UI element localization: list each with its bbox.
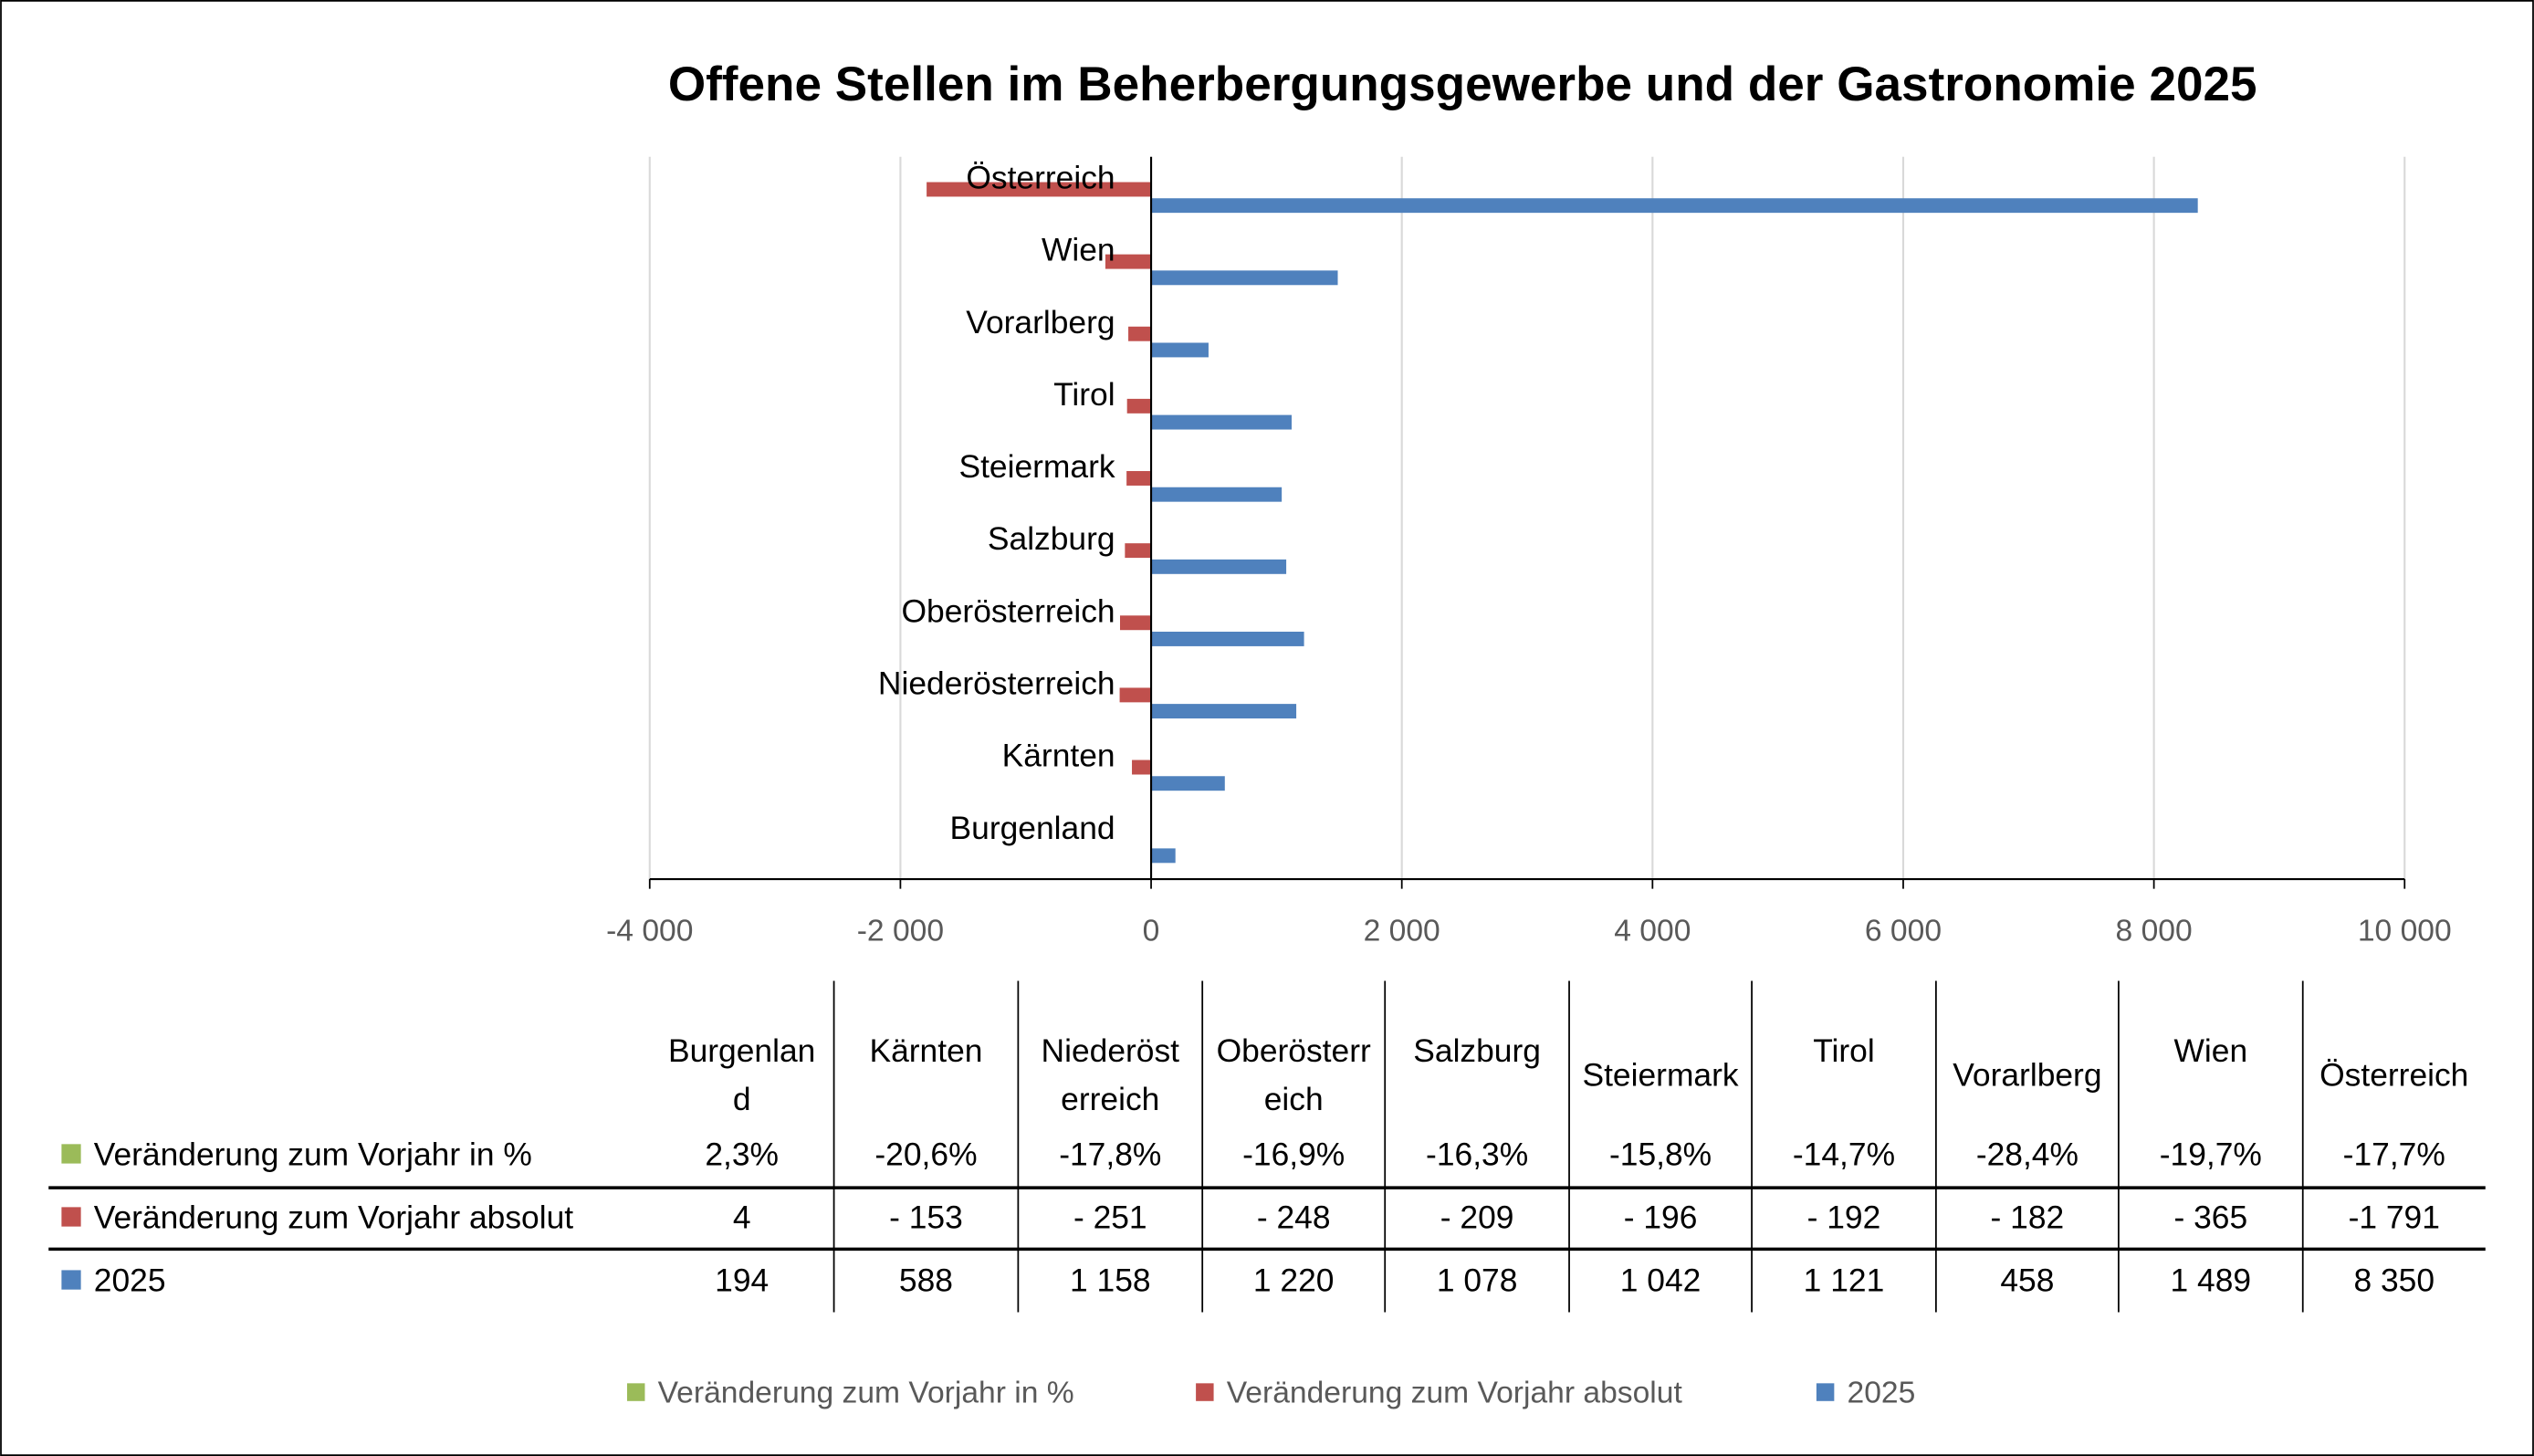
table-cell: -28,4% xyxy=(1976,1136,2079,1172)
category-label: Wien xyxy=(1042,232,1115,268)
x-tick-label: -2 000 xyxy=(857,914,944,948)
bar-2025 xyxy=(1151,270,1338,286)
x-tick-label: 8 000 xyxy=(2116,914,2193,948)
table-cell: -14,7% xyxy=(1793,1136,1895,1172)
table-cell: -17,8% xyxy=(1059,1136,1161,1172)
table-header: d xyxy=(733,1081,751,1117)
bar-2025 xyxy=(1151,198,2198,214)
bar-2025 xyxy=(1151,559,1287,574)
bar-absolute-change xyxy=(1132,759,1152,775)
table-cell: - 192 xyxy=(1807,1199,1881,1235)
legend-label: 2025 xyxy=(1848,1377,1916,1410)
bar-2025 xyxy=(1151,776,1225,791)
table-header: Burgenlan xyxy=(668,1032,815,1069)
category-label: Salzburg xyxy=(988,520,1115,557)
table-header: Steiermark xyxy=(1583,1057,1739,1094)
chart-title: Offene Stellen im Beherbergungsgewerbe u… xyxy=(668,58,2257,111)
table-legend-key xyxy=(61,1144,81,1164)
table-cell: 2,3% xyxy=(705,1136,779,1172)
bar-2025 xyxy=(1151,631,1304,646)
table-cell: 1 121 xyxy=(1804,1262,1885,1298)
table-cell: - 153 xyxy=(889,1199,963,1235)
bar-2025 xyxy=(1151,848,1176,864)
bar-absolute-change xyxy=(1125,543,1152,559)
table-header: erreich xyxy=(1061,1081,1159,1117)
legend-key xyxy=(1816,1383,1835,1401)
table-cell: -15,8% xyxy=(1609,1136,1712,1172)
bar-absolute-change xyxy=(1128,326,1152,341)
x-tick-label: 10 000 xyxy=(2358,914,2452,948)
table-header: Salzburg xyxy=(1413,1032,1541,1069)
bar-2025 xyxy=(1151,414,1292,430)
table-legend-key xyxy=(61,1207,81,1227)
bar-absolute-change xyxy=(1126,471,1152,486)
category-label: Tirol xyxy=(1053,376,1115,413)
table-cell: -19,7% xyxy=(2160,1136,2262,1172)
bar-absolute-change xyxy=(1119,615,1152,631)
x-tick-label: 4 000 xyxy=(1614,914,1691,948)
table-cell: 458 xyxy=(2000,1262,2054,1298)
table-header: Vorarlberg xyxy=(1953,1057,2101,1094)
bar-absolute-change xyxy=(1105,254,1152,269)
table-header: Kärnten xyxy=(869,1032,982,1069)
category-label: Niederösterreich xyxy=(878,665,1115,702)
table-header: Wien xyxy=(2174,1032,2248,1069)
table-cell: -17,7% xyxy=(2343,1136,2445,1172)
table-cell: - 182 xyxy=(1991,1199,2065,1235)
table-cell: 1 078 xyxy=(1437,1262,1518,1298)
table-row-label: Veränderung zum Vorjahr absolut xyxy=(94,1199,573,1235)
category-label: Burgenland xyxy=(950,810,1115,846)
category-label: Kärnten xyxy=(1002,738,1115,774)
table-cell: 8 350 xyxy=(2353,1262,2435,1298)
bar-2025 xyxy=(1151,704,1297,719)
bar-absolute-change xyxy=(1119,687,1152,703)
table-cell: 1 158 xyxy=(1070,1262,1151,1298)
table-legend-key xyxy=(61,1270,81,1290)
x-tick-label: 2 000 xyxy=(1364,914,1440,948)
table-cell: -1 791 xyxy=(2349,1199,2440,1235)
category-label: Oberösterreich xyxy=(902,592,1115,629)
table-row-label: 2025 xyxy=(94,1262,166,1298)
table-header: Oberösterr xyxy=(1217,1032,1371,1069)
table-cell: 4 xyxy=(733,1199,751,1235)
table-cell: -16,3% xyxy=(1426,1136,1528,1172)
category-label: Steiermark xyxy=(958,448,1115,485)
table-cell: 1 489 xyxy=(2171,1262,2252,1298)
table-cell: - 196 xyxy=(1624,1199,1698,1235)
table-row-label: Veränderung zum Vorjahr in % xyxy=(94,1136,532,1172)
table-cell: 1 042 xyxy=(1620,1262,1702,1298)
table-header: Österreich xyxy=(2319,1057,2468,1094)
category-label: Vorarlberg xyxy=(966,304,1115,340)
category-label: Österreich xyxy=(966,160,1115,196)
bar-2025 xyxy=(1151,487,1283,502)
x-tick-label: 0 xyxy=(1143,914,1160,948)
table-cell: - 365 xyxy=(2173,1199,2247,1235)
legend-label: Veränderung zum Vorjahr absolut xyxy=(1227,1377,1683,1410)
bar-absolute-change xyxy=(1126,398,1152,414)
table-cell: -16,9% xyxy=(1242,1136,1345,1172)
table-cell: - 209 xyxy=(1440,1199,1514,1235)
table-cell: - 251 xyxy=(1073,1199,1147,1235)
x-tick-label: 6 000 xyxy=(1865,914,1942,948)
x-tick-label: -4 000 xyxy=(606,914,693,948)
table-header: Niederöst xyxy=(1042,1032,1180,1069)
legend-key xyxy=(626,1383,645,1401)
table-cell: -20,6% xyxy=(874,1136,977,1172)
table-cell: 1 220 xyxy=(1253,1262,1335,1298)
legend-key xyxy=(1196,1383,1214,1401)
table-cell: 194 xyxy=(715,1262,769,1298)
bar-2025 xyxy=(1151,342,1209,358)
table-cell: - 248 xyxy=(1257,1199,1331,1235)
table-header: Tirol xyxy=(1813,1032,1875,1069)
table-cell: 588 xyxy=(899,1262,953,1298)
table-header: eich xyxy=(1264,1081,1324,1117)
bar-absolute-change xyxy=(927,182,1152,197)
legend-label: Veränderung zum Vorjahr in % xyxy=(658,1377,1074,1410)
